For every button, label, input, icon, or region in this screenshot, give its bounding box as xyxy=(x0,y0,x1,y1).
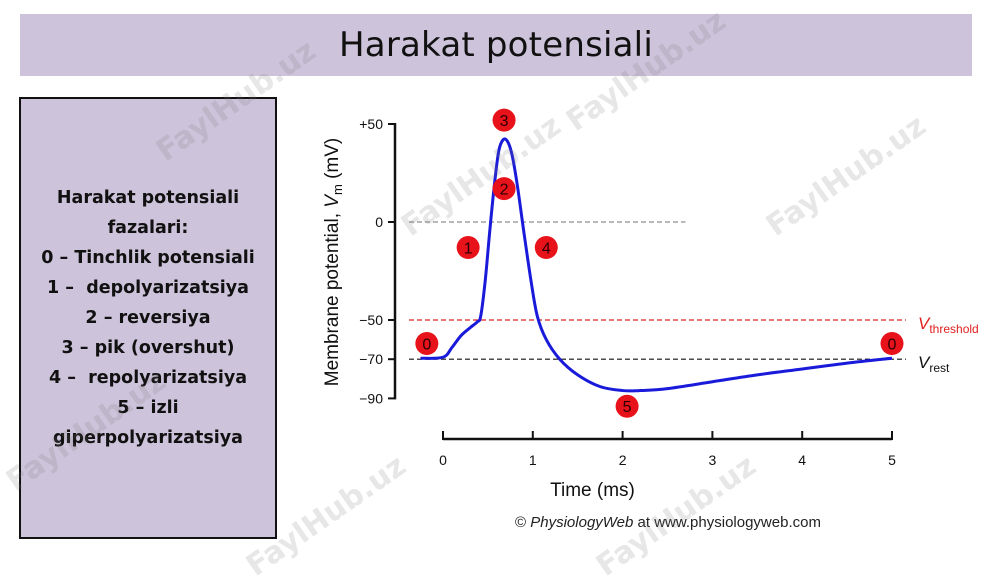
info-line: 1 – depolyarizatsiya xyxy=(47,278,249,298)
y-tick-label: −70 xyxy=(359,351,383,367)
phase-marker xyxy=(615,394,639,418)
phase-marker-label: 1 xyxy=(464,240,473,257)
info-line: Harakat potensiali xyxy=(56,188,240,208)
phase-marker-label: 0 xyxy=(422,337,431,354)
reference-label-threshold: Vthreshold xyxy=(918,314,979,336)
x-tick-label: 4 xyxy=(798,452,806,468)
y-tick-label: 0 xyxy=(375,214,383,230)
phases-list: Harakat potensiali fazalari: 0 – Tinchli… xyxy=(33,183,263,453)
info-line: giperpolyarizatsiya xyxy=(53,428,243,448)
y-tick-label: −90 xyxy=(359,390,383,406)
info-line: 3 – pik (overshut) xyxy=(61,338,235,358)
phase-marker-label: 0 xyxy=(888,337,897,354)
y-axis-label: Membrane potential, Vm (mV) xyxy=(322,138,345,386)
phase-marker xyxy=(492,177,516,201)
phase-marker-label: 3 xyxy=(500,113,509,130)
x-tick-label: 3 xyxy=(709,452,717,468)
phase-marker xyxy=(534,235,558,259)
info-line: 0 – Tinchlik potensiali xyxy=(41,248,255,268)
page-title: Harakat potensiali xyxy=(339,25,653,65)
x-tick-label: 1 xyxy=(529,452,537,468)
phase-marker xyxy=(880,332,904,356)
membrane-potential-curve xyxy=(420,137,893,393)
phases-info-box: Harakat potensiali fazalari: 0 – Tinchli… xyxy=(19,97,277,539)
info-line: 2 – reversiya xyxy=(85,308,211,328)
info-line: 5 – izli xyxy=(117,398,179,418)
y-tick-label: −50 xyxy=(359,312,383,328)
phase-marker xyxy=(492,108,516,132)
x-axis-label: Time (ms) xyxy=(550,480,635,501)
credit-text: © PhysiologyWeb at www.physiologyweb.com xyxy=(515,514,821,531)
x-tick-label: 0 xyxy=(439,452,447,468)
y-tick-label: +50 xyxy=(359,116,383,132)
phase-marker-label: 2 xyxy=(500,182,509,199)
info-line: 4 – repolyarizatsiya xyxy=(48,368,248,388)
phase-marker-label: 5 xyxy=(623,399,632,416)
title-bar: Harakat potensiali xyxy=(20,14,972,76)
phase-marker xyxy=(415,332,439,356)
phase-marker-label: 4 xyxy=(542,240,551,257)
x-tick-label: 2 xyxy=(619,452,627,468)
reference-label-rest: Vrest xyxy=(918,353,950,375)
info-line: fazalari: xyxy=(107,218,189,238)
x-tick-label: 5 xyxy=(888,452,896,468)
action-potential-chart: Vthreshold Vrest +50 0 −50 −70 −90 0 1 2 3 4 5 Time (… xyxy=(322,108,979,531)
phase-marker xyxy=(456,235,480,259)
